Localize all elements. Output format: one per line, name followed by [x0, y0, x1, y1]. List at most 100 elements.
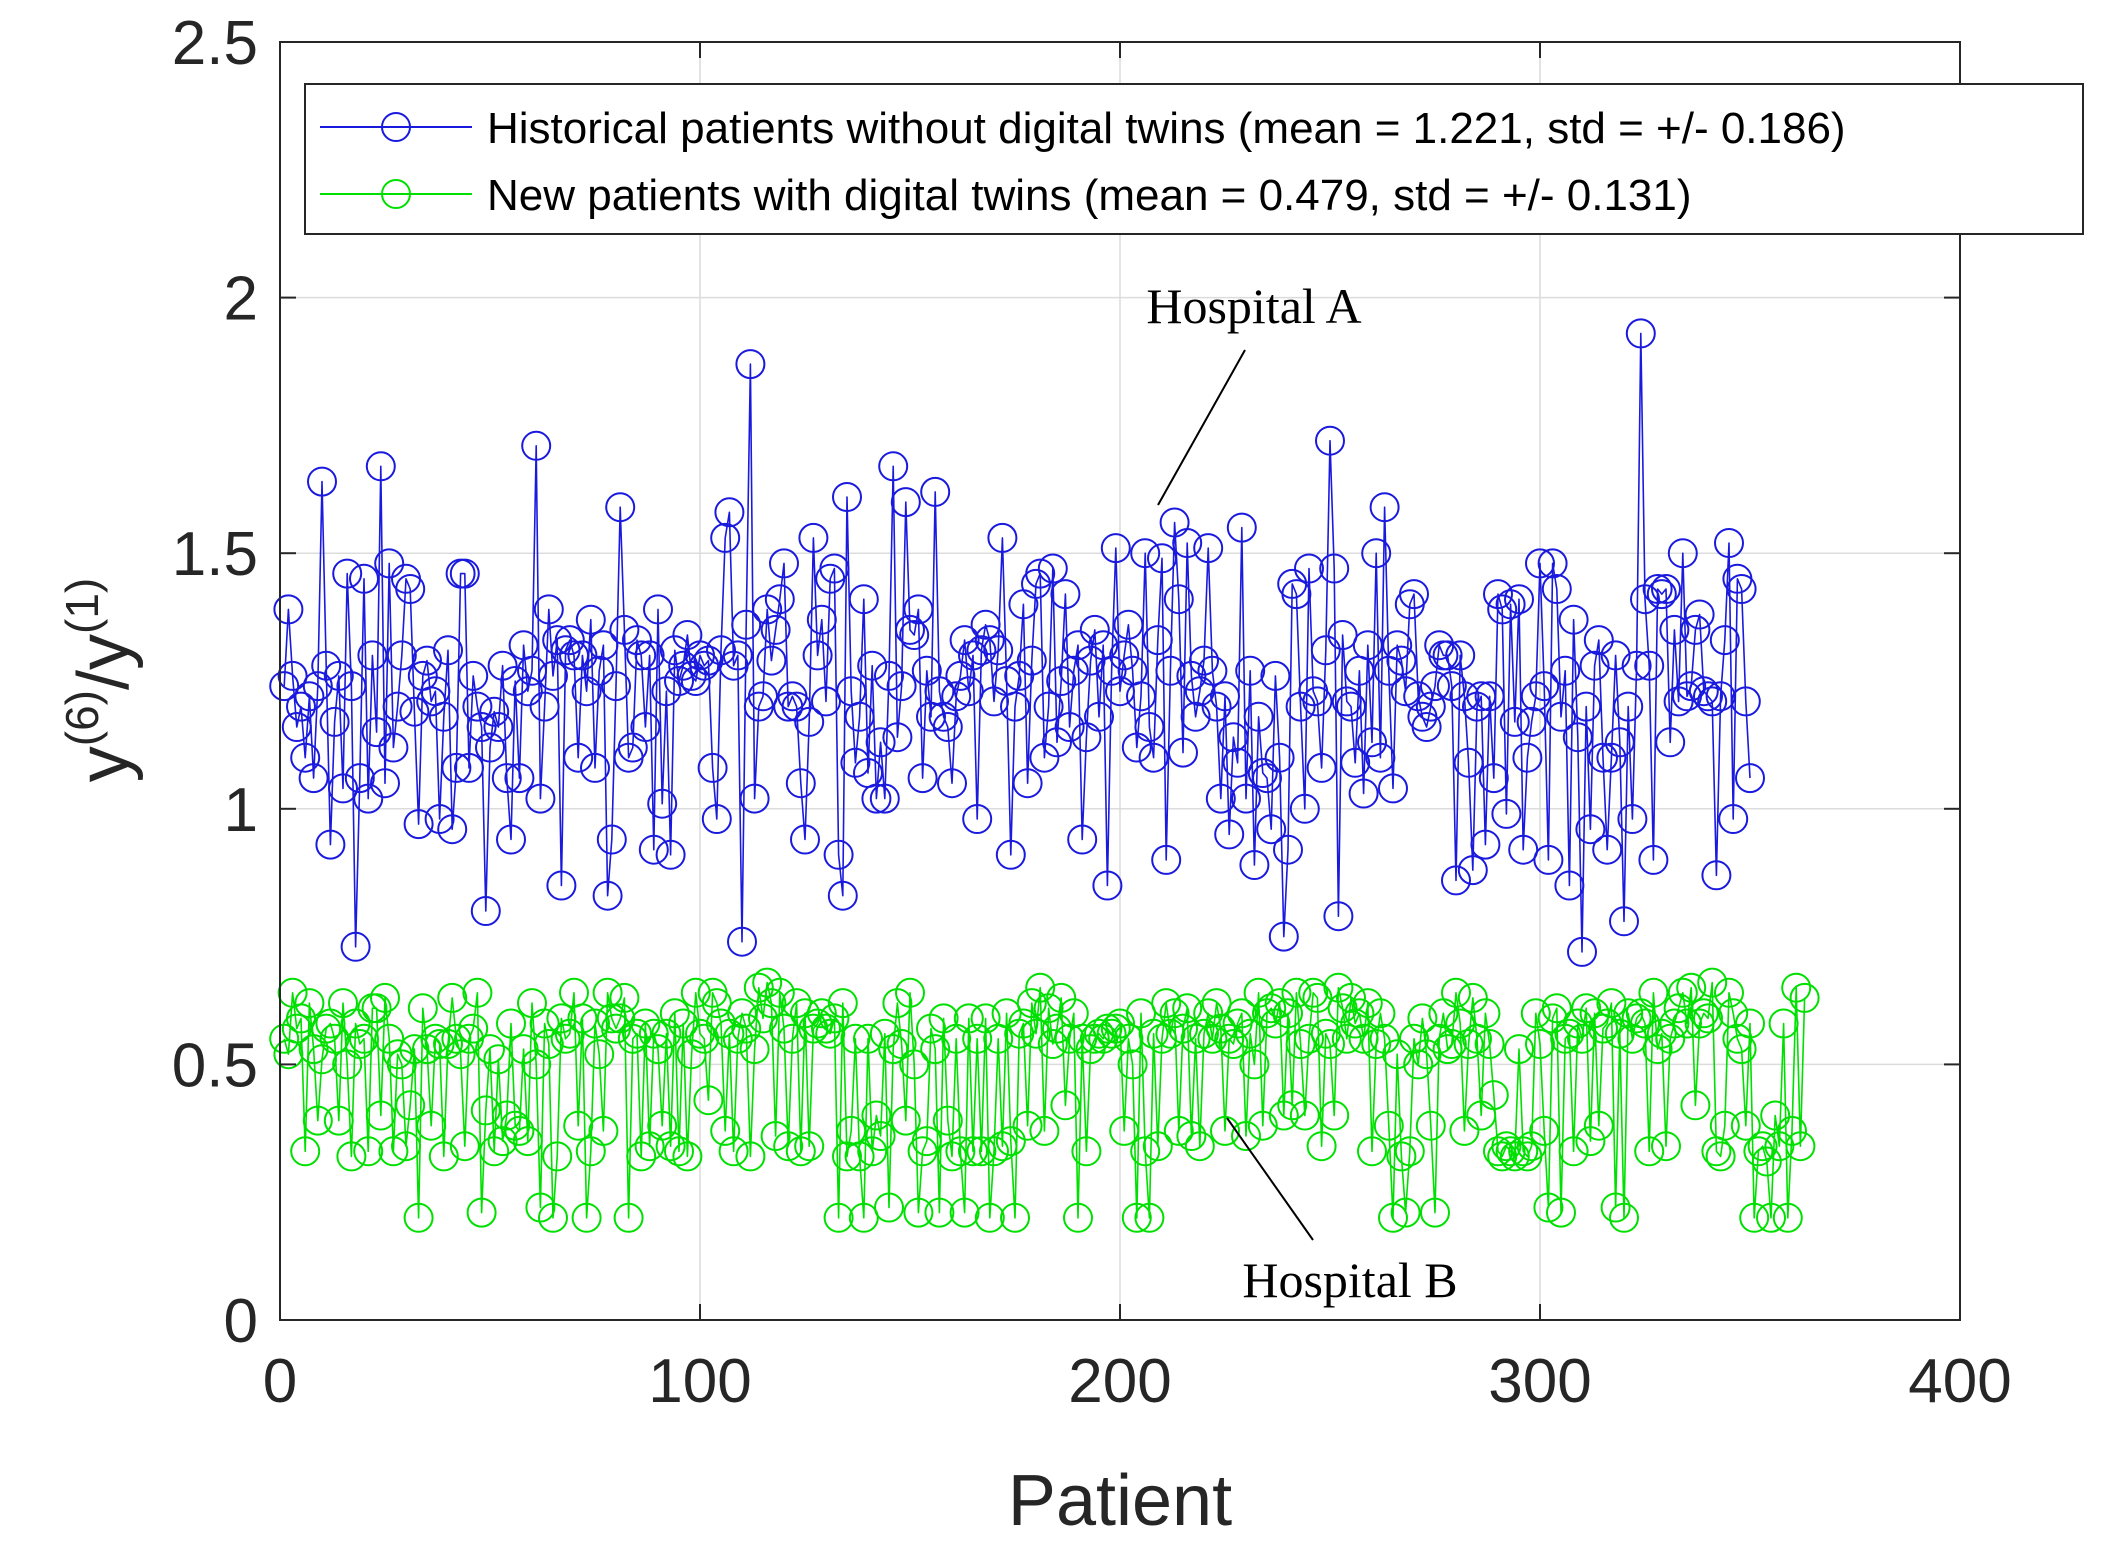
series-1-point: [832, 1141, 862, 1172]
series-1-point: [911, 1126, 942, 1157]
series-1-point: [475, 1034, 505, 1065]
series-1-point: [554, 1018, 585, 1049]
series-0-point: [1100, 533, 1131, 564]
series-1-point: [1382, 1039, 1413, 1070]
series-1-point: [672, 1141, 703, 1172]
series-1-point: [1025, 972, 1056, 1003]
series-1-point: [1441, 977, 1471, 1008]
series-1-point: [777, 1023, 808, 1054]
series-1-point: [1659, 1008, 1690, 1039]
series-1-point: [1243, 977, 1274, 1008]
series-0-point: [983, 635, 1014, 666]
series-1-point: [1336, 982, 1366, 1013]
series-1-point: [1037, 1029, 1068, 1059]
series-0-point: [1634, 650, 1665, 681]
series-1-point: [1029, 1115, 1060, 1146]
series-1-point: [722, 1023, 753, 1054]
series-0-point: [1130, 538, 1161, 569]
series-1-point: [571, 1202, 602, 1233]
series-0-point: [365, 451, 396, 482]
series-0-point: [403, 809, 434, 840]
legend-marker-new: [381, 179, 411, 209]
series-0-point: [886, 671, 917, 702]
annotation-hospital-a: Hospital A: [1146, 278, 1362, 506]
series-0-point: [483, 712, 514, 742]
series-0-point: [567, 640, 598, 671]
series-1-point: [1407, 1003, 1438, 1034]
series-1-point: [1130, 1136, 1161, 1167]
series-1-point: [323, 1105, 354, 1136]
series-0-point: [1193, 533, 1224, 564]
series-1-point: [311, 1013, 342, 1044]
series-1-point: [1163, 1115, 1194, 1146]
x-tick-label: 400: [1908, 1347, 2011, 1416]
series-0-point: [344, 763, 375, 794]
series-1-point: [1151, 988, 1182, 1019]
series-1-point: [1172, 993, 1203, 1024]
series-0-point: [1289, 793, 1320, 824]
series-0-point: [1680, 614, 1711, 645]
series-0-point: [1453, 747, 1484, 778]
series-0: [269, 318, 1765, 967]
series-1-point: [1436, 1029, 1467, 1059]
annotation-hospital-a-label: Hospital A: [1146, 278, 1361, 334]
series-1-point: [491, 1100, 522, 1131]
series-0-point: [1684, 599, 1715, 630]
series-1-point: [1541, 993, 1572, 1024]
series-1-point: [1348, 1023, 1379, 1054]
series-1-point: [840, 1023, 871, 1054]
series-1-point: [1357, 1136, 1387, 1167]
series-0-point: [785, 768, 816, 799]
series-0-point: [1693, 681, 1723, 712]
series-0-point: [760, 614, 791, 645]
series-1-point: [1193, 998, 1224, 1029]
series-0-point: [701, 804, 732, 834]
legend-entry-historical: Historical patients without digital twin…: [320, 104, 1846, 153]
series-1-point: [1134, 1202, 1165, 1233]
series-0-point: [903, 594, 934, 625]
series-0-point: [1491, 798, 1522, 829]
series-1-point: [1596, 988, 1627, 1019]
series-0-point: [378, 732, 409, 763]
series-0-point: [668, 650, 699, 681]
legend: Historical patients without digital twin…: [304, 83, 2084, 235]
series-0-point: [412, 645, 442, 676]
series-1-point: [1084, 1018, 1114, 1049]
series-0-point: [647, 788, 678, 819]
series-1-point: [416, 1110, 447, 1141]
series-0-point: [924, 676, 955, 707]
series-1-point: [1331, 1023, 1362, 1054]
series-0-point: [546, 870, 577, 901]
series-0-point: [1109, 640, 1140, 671]
series-0-point: [1558, 604, 1589, 635]
series-1-point: [533, 1029, 564, 1059]
series-1-point: [1651, 1131, 1681, 1162]
series-1-point: [1189, 1018, 1219, 1049]
series-1-point: [890, 1105, 921, 1136]
series-1-point: [865, 1121, 896, 1151]
series-1-point: [1050, 1090, 1081, 1121]
series-1-point: [1327, 993, 1358, 1024]
series-1-point: [1600, 1192, 1631, 1223]
series-1-point: [748, 1003, 778, 1034]
series-1-point: [1369, 1023, 1400, 1054]
series-0-point: [802, 640, 833, 671]
series-0-point: [1508, 834, 1539, 865]
series-0-point: [932, 712, 963, 742]
series-0-point: [1474, 681, 1505, 712]
series-0-point: [361, 717, 392, 748]
series-1-point: [294, 988, 325, 1019]
series-1-point: [1714, 977, 1744, 1008]
series-0-point: [727, 926, 757, 957]
series-1-point: [1768, 1008, 1799, 1039]
series-1-point: [1016, 988, 1047, 1019]
series-0-point: [1642, 574, 1673, 604]
annotation-hospital-b-pointer: [1226, 1117, 1314, 1241]
series-0-point: [1352, 630, 1383, 661]
series-1-point: [1399, 1023, 1429, 1054]
series-0-point: [1201, 691, 1232, 722]
x-axis-label: Patient: [1008, 1461, 1232, 1541]
series-1-point: [441, 1023, 472, 1054]
series-1-point: [1705, 1141, 1736, 1172]
series-1-point: [1676, 972, 1707, 1003]
